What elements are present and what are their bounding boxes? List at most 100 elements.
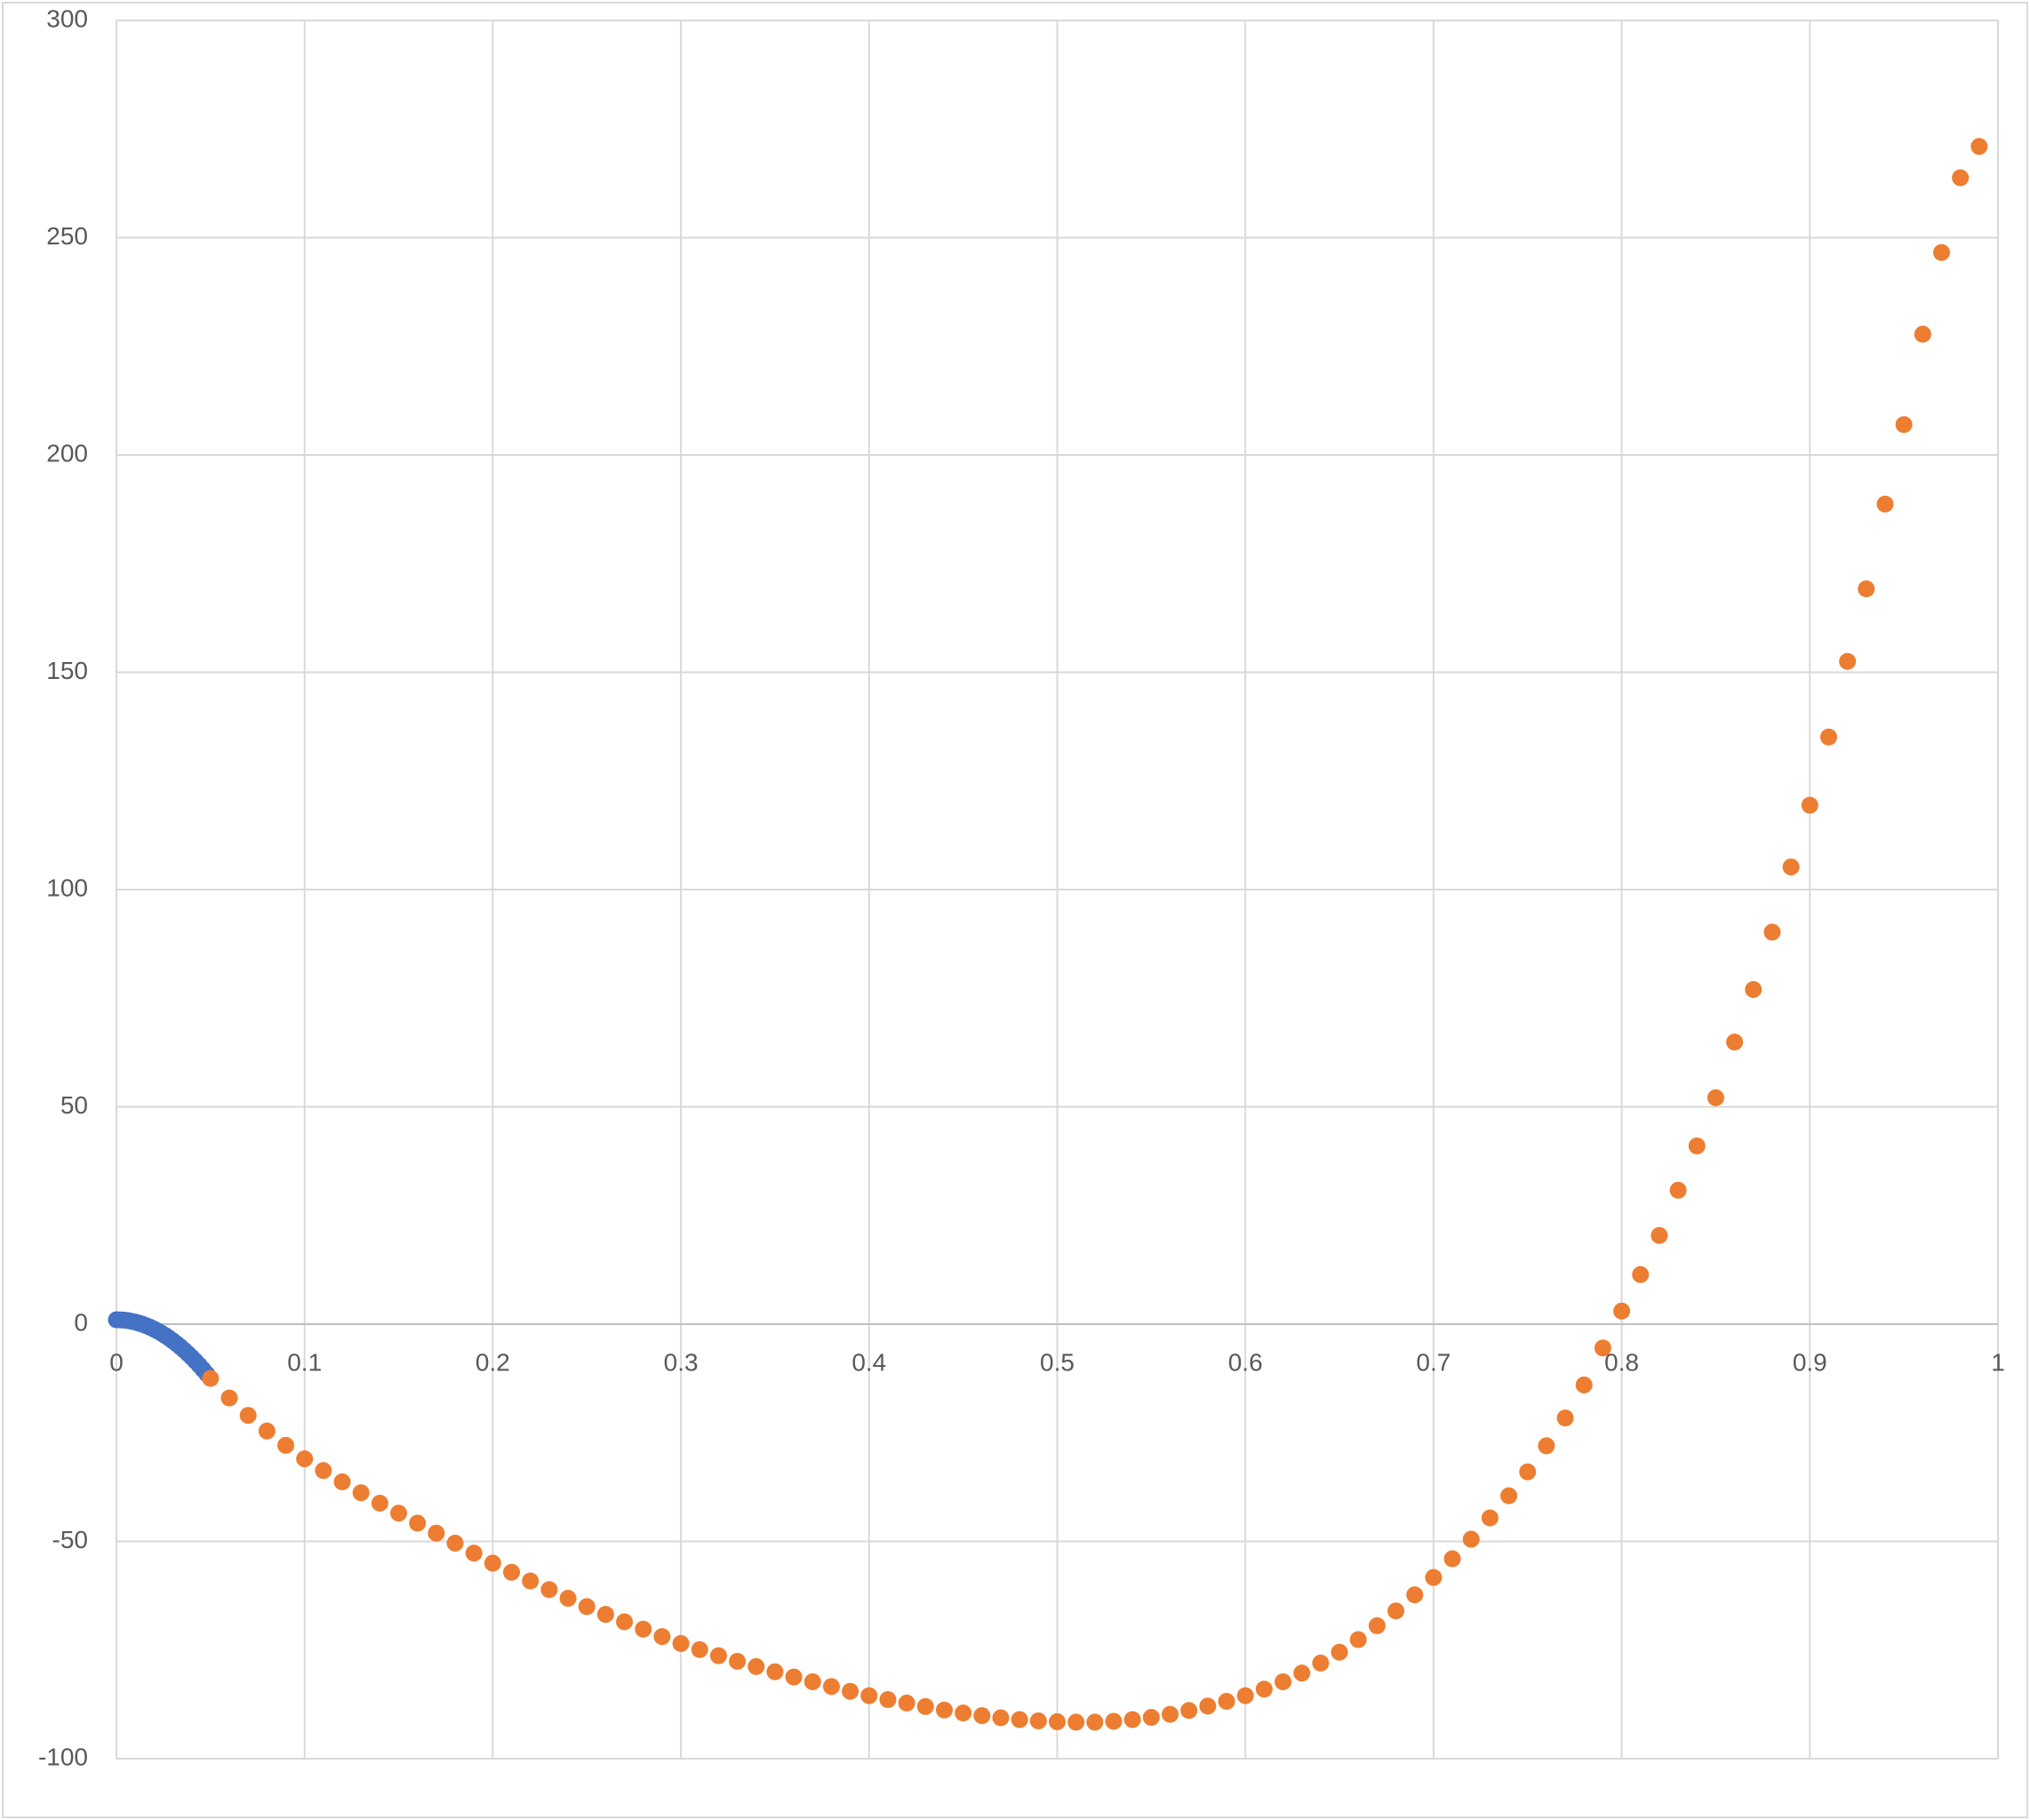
data-point [202,1369,220,1387]
data-point [1180,1702,1198,1720]
data-point [803,1672,821,1690]
data-point [616,1613,634,1631]
x-tick-label: 0.5 [1040,1348,1075,1376]
data-point [879,1690,897,1708]
grid [116,20,1999,1760]
data-point [1387,1602,1405,1620]
data-point [672,1634,690,1652]
x-tick-label: 0 [109,1348,124,1376]
data-point [1538,1437,1555,1455]
data-point [747,1657,765,1675]
data-point [1086,1713,1104,1731]
data-point [1275,1672,1292,1690]
data-point [635,1620,652,1638]
data-point [1162,1705,1179,1723]
data-point [1650,1226,1668,1244]
y-tick-label: 150 [46,657,88,684]
data-point [578,1598,595,1616]
data-point [465,1545,483,1562]
y-tick-label: 250 [46,222,88,250]
data-point [239,1407,257,1425]
data-point [1349,1631,1367,1648]
data-point [935,1701,953,1719]
data-point [860,1687,878,1704]
data-point [1142,1709,1160,1727]
axes: -100 -50 0 50 100 150 200 250 300 0 0.1 0.2 0.3 0.4 0.… [38,4,2005,1770]
y-tick-label: 100 [46,874,88,901]
data-point [1932,243,1950,261]
y-tick-label: -50 [52,1526,88,1553]
data-point [1312,1654,1330,1672]
data-point [1839,652,1857,670]
data-point [1029,1712,1047,1729]
data-point [1801,796,1818,814]
data-point [315,1462,332,1480]
data-point [1255,1680,1273,1698]
x-tick-label: 0.2 [476,1348,510,1376]
data-point [1218,1692,1235,1710]
data-point [352,1484,370,1502]
data-point [785,1668,803,1686]
y-tick-label: 0 [74,1308,88,1336]
data-point [709,1647,727,1664]
data-point [522,1572,539,1590]
data-point [1462,1530,1480,1548]
x-tick-label: 0.7 [1416,1348,1451,1376]
x-tick-label: 0.3 [664,1348,699,1376]
data-point [484,1554,501,1572]
data-point [277,1436,295,1454]
data-point [1293,1664,1311,1682]
data-point [371,1494,388,1512]
data-point [1236,1687,1254,1704]
data-point [1782,858,1800,876]
data-point [1594,1339,1611,1357]
data-point [296,1450,314,1468]
data-point [898,1694,915,1712]
data-point [1858,580,1875,598]
data-point [1049,1712,1066,1730]
marks [108,138,1988,1731]
data-point [653,1628,671,1646]
data-point [596,1606,614,1624]
data-point [691,1640,708,1658]
data-point [729,1652,747,1670]
data-point [766,1663,784,1680]
y-tick-label: -100 [38,1743,88,1770]
data-point [1706,1089,1724,1106]
data-point [428,1524,445,1542]
data-point [1011,1711,1028,1728]
data-point [559,1590,577,1608]
data-point [1443,1550,1461,1568]
data-point [842,1682,859,1700]
y-tick-label: 200 [46,439,88,467]
data-point [1726,1034,1744,1051]
data-point [409,1514,427,1532]
data-point [1331,1643,1348,1661]
x-tick-label: 0.9 [1793,1348,1827,1376]
data-point [1613,1302,1631,1320]
y-tick-label: 300 [46,4,88,32]
data-point [1123,1711,1141,1728]
data-point [333,1473,351,1491]
data-point [1519,1463,1537,1481]
x-tick-label: 0.8 [1604,1348,1639,1376]
data-point [1819,728,1837,746]
data-point [1067,1713,1085,1731]
data-point [390,1505,408,1522]
data-point [220,1389,238,1407]
x-tick-label: 0.1 [287,1348,322,1376]
data-point [503,1563,521,1581]
data-point [1895,416,1913,434]
data-point [540,1581,558,1599]
data-point [258,1422,276,1440]
x-tick-label: 1 [1991,1348,2005,1376]
data-point [1105,1712,1123,1730]
data-point [1575,1376,1593,1393]
data-point [1970,138,1988,156]
data-point [1914,325,1931,343]
data-point [1669,1181,1687,1199]
y-tick-label: 50 [60,1091,88,1119]
